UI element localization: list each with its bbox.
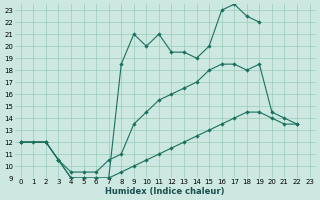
X-axis label: Humidex (Indice chaleur): Humidex (Indice chaleur) (106, 187, 225, 196)
